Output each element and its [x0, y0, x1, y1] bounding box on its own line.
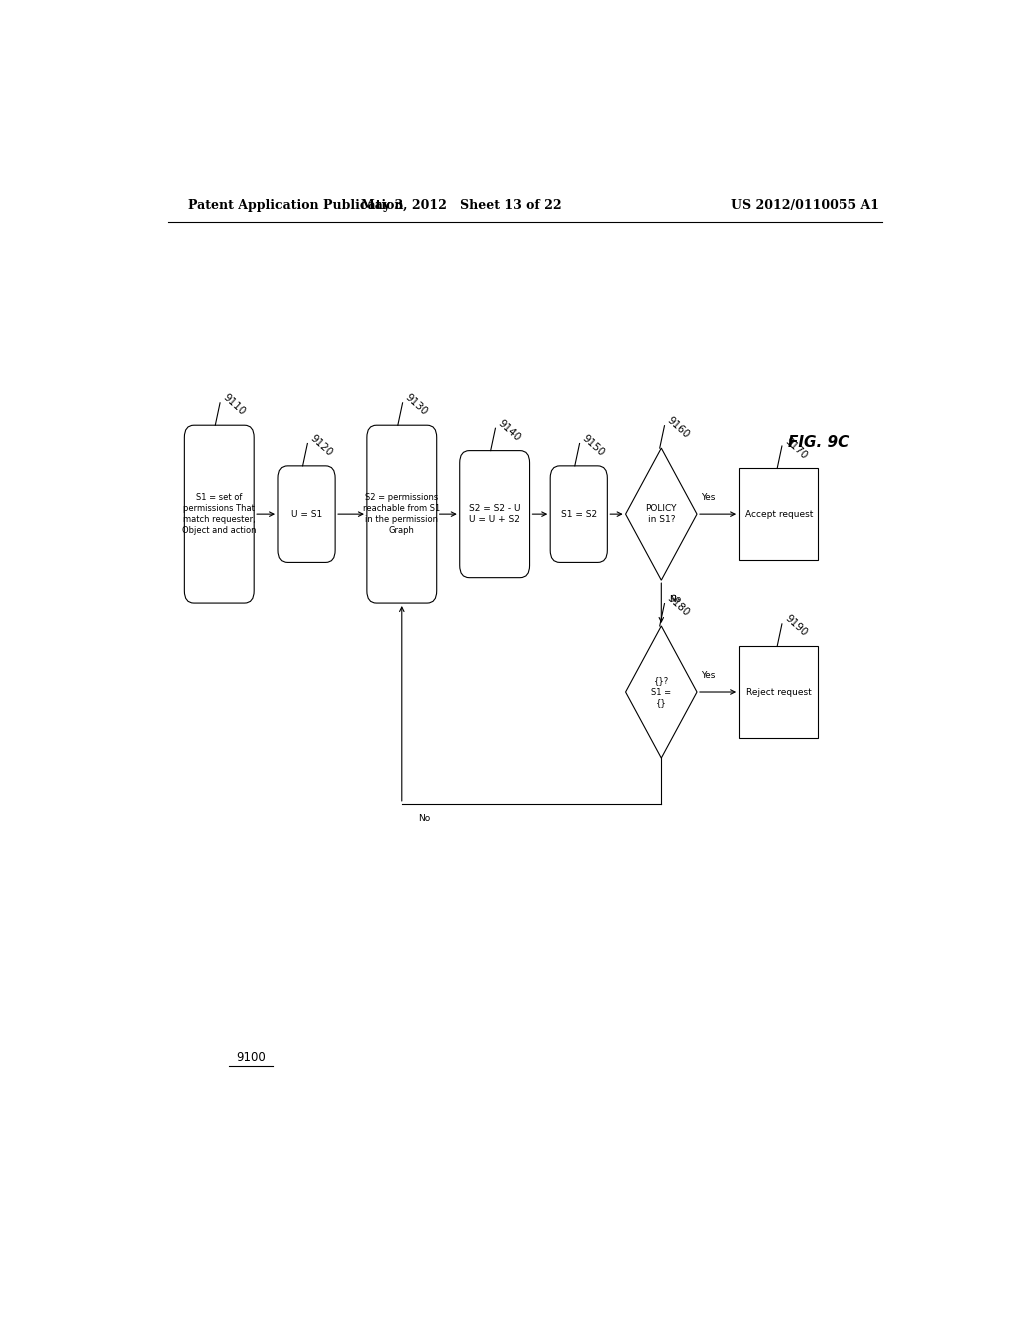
Text: Patent Application Publication: Patent Application Publication — [187, 198, 403, 211]
Text: Yes: Yes — [701, 671, 716, 680]
Bar — [739, 647, 818, 738]
Text: 9120: 9120 — [308, 433, 335, 458]
Text: {}?
S1 =
{}: {}? S1 = {} — [651, 676, 672, 708]
Text: 9110: 9110 — [221, 392, 247, 417]
FancyBboxPatch shape — [550, 466, 607, 562]
Text: 9160: 9160 — [666, 416, 691, 441]
FancyBboxPatch shape — [460, 450, 529, 578]
Text: 9150: 9150 — [581, 433, 606, 458]
Text: FIG. 9C: FIG. 9C — [787, 436, 849, 450]
Text: May 3, 2012   Sheet 13 of 22: May 3, 2012 Sheet 13 of 22 — [361, 198, 561, 211]
Text: POLICY
in S1?: POLICY in S1? — [645, 504, 677, 524]
Text: 9180: 9180 — [666, 593, 691, 618]
Text: 9100: 9100 — [237, 1052, 266, 1064]
FancyBboxPatch shape — [367, 425, 436, 603]
FancyBboxPatch shape — [278, 466, 335, 562]
Text: Reject request: Reject request — [745, 688, 812, 697]
Text: 9170: 9170 — [782, 436, 809, 461]
Text: No: No — [670, 595, 682, 605]
Text: S2 = permissions
reachable from S1
in the permission
Graph: S2 = permissions reachable from S1 in th… — [364, 492, 440, 536]
Text: 9130: 9130 — [403, 392, 430, 417]
Text: 9140: 9140 — [497, 417, 522, 442]
Text: U = S1: U = S1 — [291, 510, 323, 519]
Text: Accept request: Accept request — [744, 510, 813, 519]
Text: 9190: 9190 — [782, 614, 809, 639]
Text: S2 = S2 - U
U = U + S2: S2 = S2 - U U = U + S2 — [469, 504, 520, 524]
Text: Yes: Yes — [701, 492, 716, 502]
Polygon shape — [626, 626, 697, 758]
Polygon shape — [626, 447, 697, 581]
Text: No: No — [418, 814, 430, 822]
Text: S1 = S2: S1 = S2 — [561, 510, 597, 519]
Text: US 2012/0110055 A1: US 2012/0110055 A1 — [731, 198, 880, 211]
FancyBboxPatch shape — [184, 425, 254, 603]
Bar — [739, 469, 818, 560]
Text: S1 = set of
permissions That
match requester,
Object and action: S1 = set of permissions That match reque… — [182, 492, 257, 536]
